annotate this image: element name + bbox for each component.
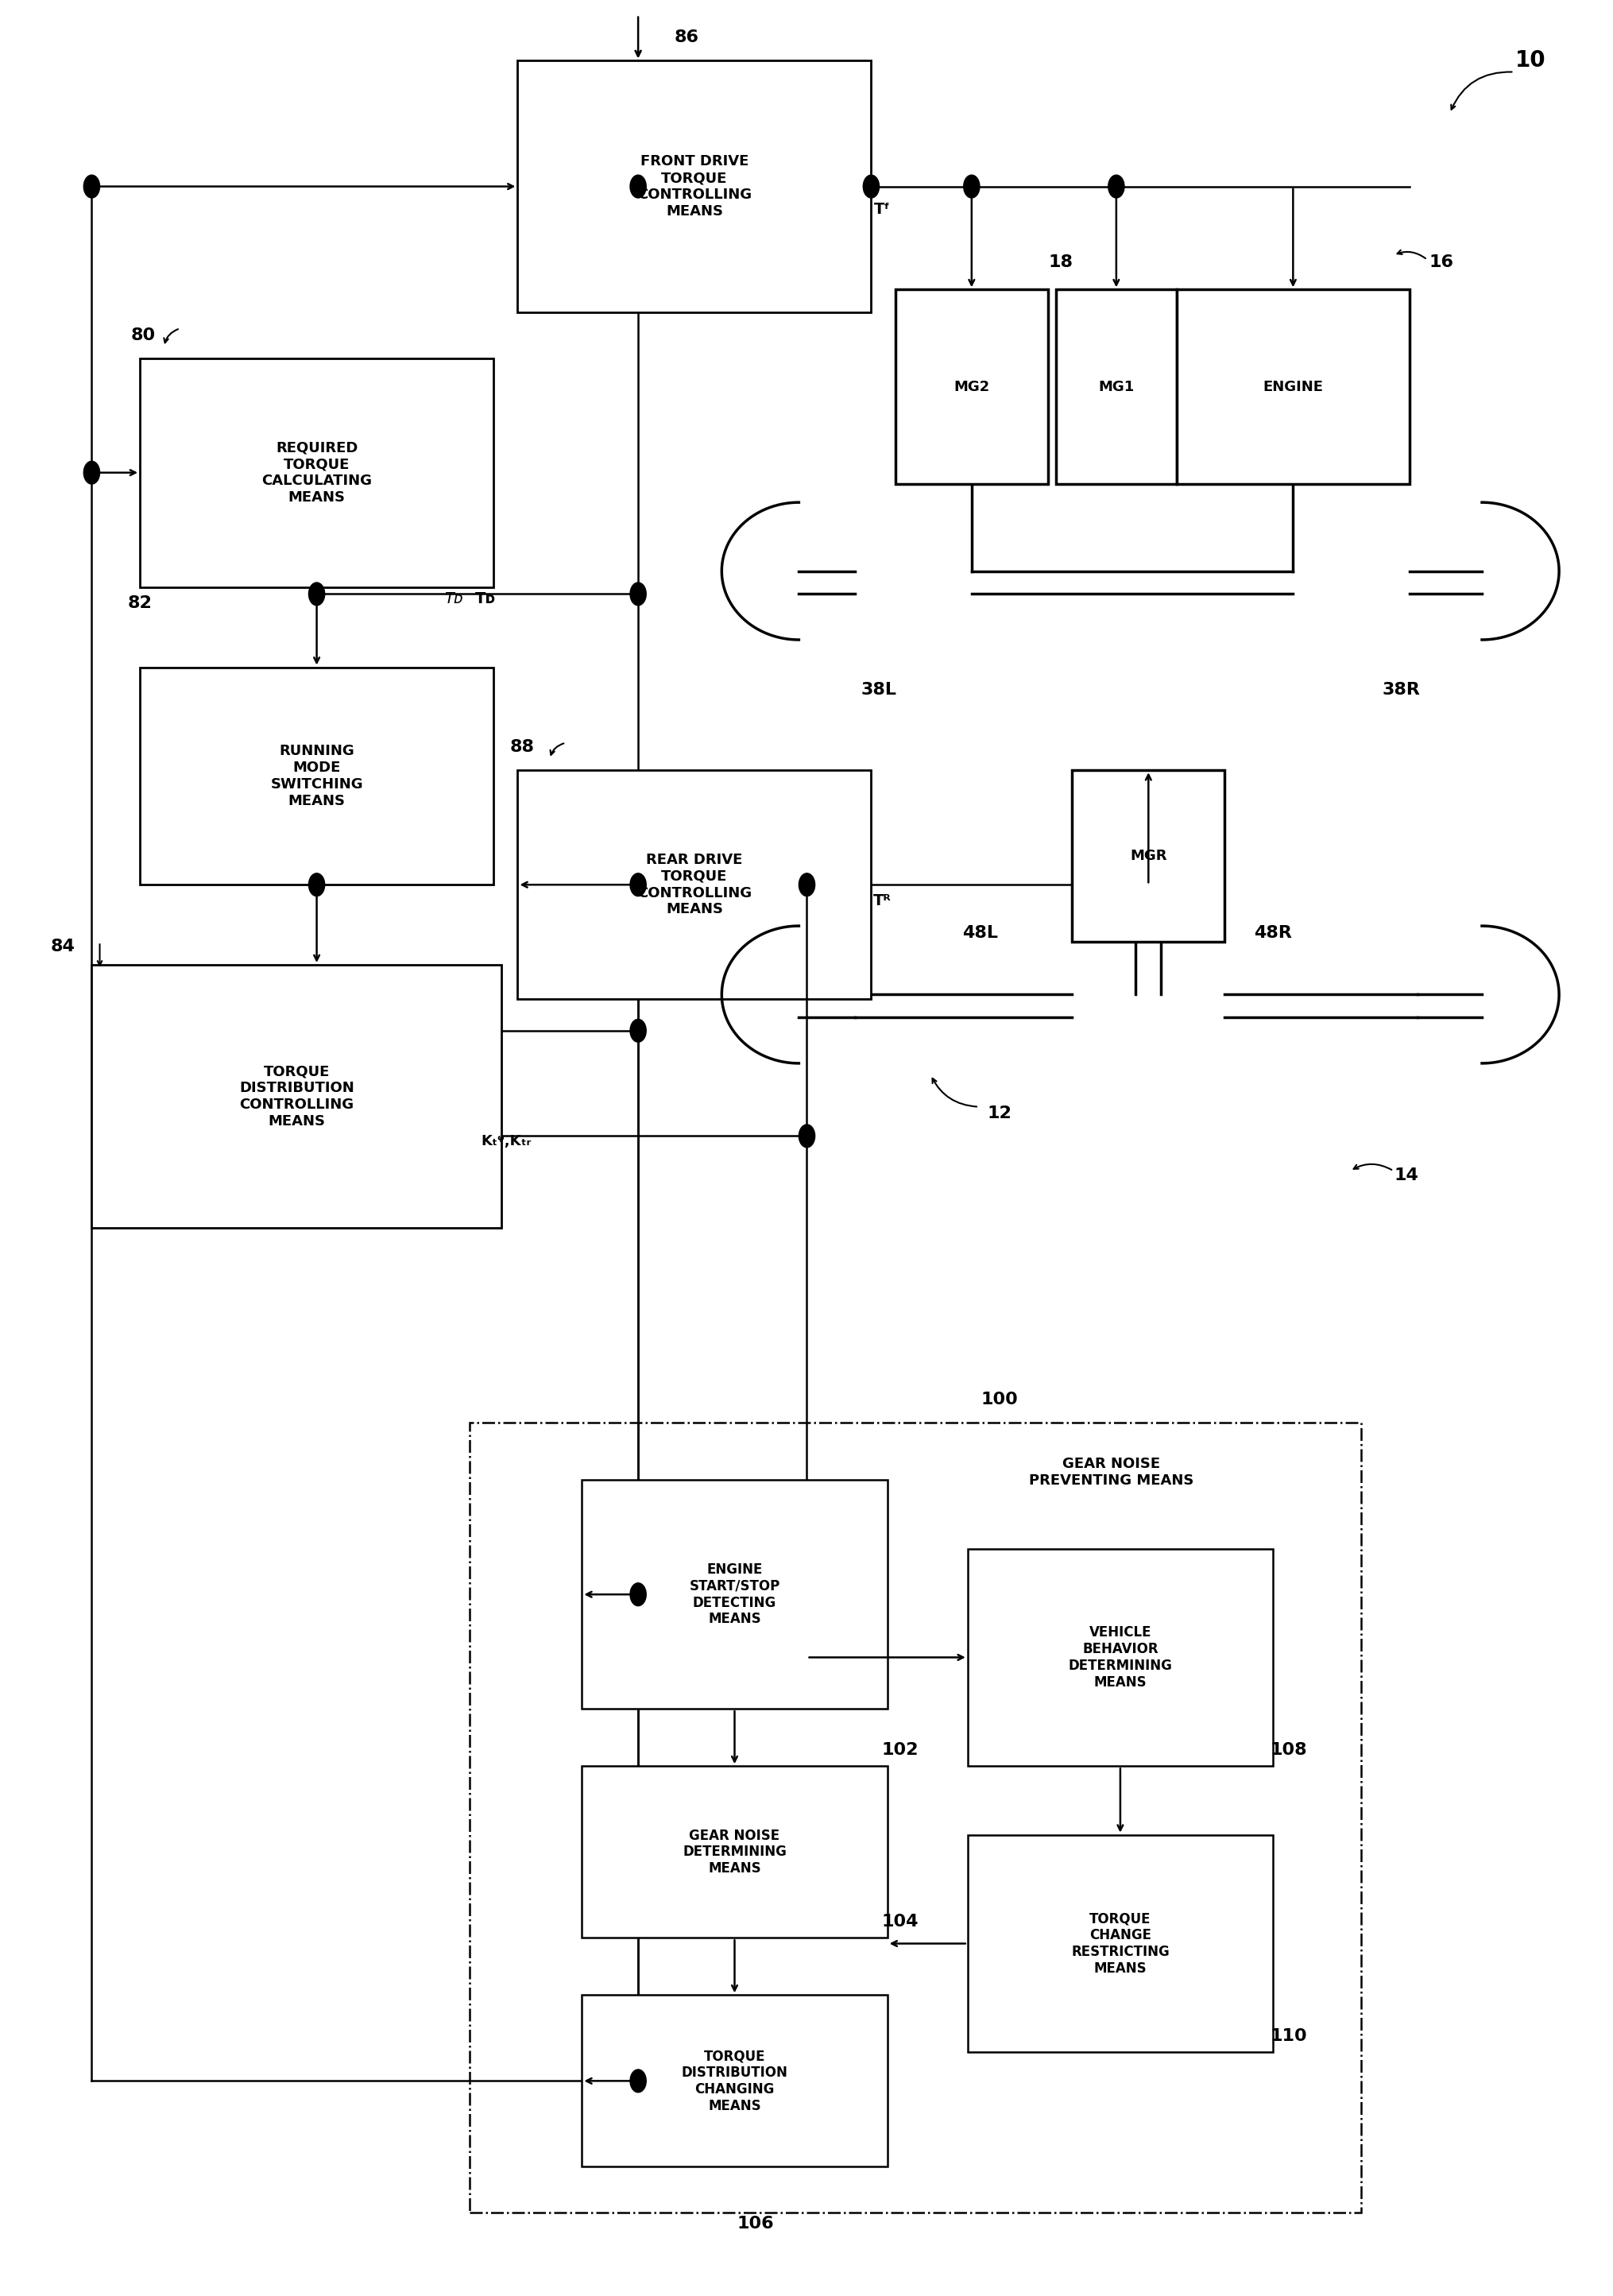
Text: FRONT DRIVE
TORQUE
CONTROLLING
MEANS: FRONT DRIVE TORQUE CONTROLLING MEANS [637,154,752,218]
FancyBboxPatch shape [1176,289,1408,484]
Text: Tᴅ: Tᴅ [474,590,495,606]
Text: 38R: 38R [1382,682,1419,698]
Circle shape [84,174,100,197]
Text: Tᶠ: Tᶠ [874,202,890,216]
Text: 104: 104 [881,1915,918,1929]
Text: 86: 86 [674,30,698,46]
FancyBboxPatch shape [582,1995,887,2167]
Text: GEAR NOISE
PREVENTING MEANS: GEAR NOISE PREVENTING MEANS [1029,1458,1194,1488]
Circle shape [863,174,879,197]
Text: 16: 16 [1429,255,1453,271]
Text: REAR DRIVE
TORQUE
CONTROLLING
MEANS: REAR DRIVE TORQUE CONTROLLING MEANS [637,852,752,916]
FancyBboxPatch shape [582,1766,887,1938]
Circle shape [308,583,324,606]
Text: 14: 14 [1394,1169,1418,1182]
Circle shape [798,872,815,895]
Text: 10: 10 [1515,51,1545,71]
Text: REQUIRED
TORQUE
CALCULATING
MEANS: REQUIRED TORQUE CALCULATING MEANS [261,441,371,505]
FancyBboxPatch shape [582,1481,887,1708]
Text: Tᴅ: Tᴅ [444,590,463,606]
Text: 12: 12 [987,1107,1011,1123]
Circle shape [629,1019,645,1042]
Circle shape [308,872,324,895]
Text: 88: 88 [510,739,534,755]
Circle shape [1108,174,1124,197]
Text: MG1: MG1 [1098,379,1134,395]
Text: TORQUE
DISTRIBUTION
CHANGING
MEANS: TORQUE DISTRIBUTION CHANGING MEANS [681,2048,787,2112]
Circle shape [629,583,645,606]
Text: VEHICLE
BEHAVIOR
DETERMINING
MEANS: VEHICLE BEHAVIOR DETERMINING MEANS [1068,1626,1171,1690]
FancyBboxPatch shape [140,668,494,884]
Text: TORQUE
CHANGE
RESTRICTING
MEANS: TORQUE CHANGE RESTRICTING MEANS [1071,1913,1169,1975]
FancyBboxPatch shape [518,60,871,312]
Text: 102: 102 [881,1743,918,1759]
Circle shape [963,174,979,197]
Text: MGR: MGR [1129,850,1166,863]
Text: MG2: MG2 [953,379,989,395]
Circle shape [84,461,100,484]
Text: 82: 82 [127,595,152,611]
Text: GEAR NOISE
DETERMINING
MEANS: GEAR NOISE DETERMINING MEANS [682,1828,786,1876]
FancyBboxPatch shape [140,358,494,588]
Circle shape [629,2069,645,2092]
Text: Kₜᵠ,Kₜᵣ: Kₜᵠ,Kₜᵣ [481,1134,531,1148]
Text: 106: 106 [737,2216,774,2232]
Text: Tᴿ: Tᴿ [873,893,890,909]
FancyBboxPatch shape [1071,769,1224,941]
Text: 48L: 48L [961,925,998,941]
Text: 100: 100 [981,1391,1018,1407]
Text: 108: 108 [1269,1743,1307,1759]
Circle shape [798,1125,815,1148]
Circle shape [629,1582,645,1605]
Circle shape [629,872,645,895]
FancyBboxPatch shape [92,964,502,1228]
Circle shape [629,174,645,197]
FancyBboxPatch shape [518,769,871,999]
Text: 80: 80 [131,328,155,342]
Text: 84: 84 [50,939,76,955]
FancyBboxPatch shape [469,1424,1361,2213]
FancyBboxPatch shape [968,1835,1273,2053]
Text: 38L: 38L [861,682,897,698]
Text: TORQUE
DISTRIBUTION
CONTROLLING
MEANS: TORQUE DISTRIBUTION CONTROLLING MEANS [239,1065,353,1127]
Text: 18: 18 [1048,255,1073,271]
FancyBboxPatch shape [895,289,1047,484]
Text: 110: 110 [1269,2027,1307,2043]
Text: 48R: 48R [1253,925,1292,941]
FancyBboxPatch shape [968,1548,1273,1766]
Text: ENGINE: ENGINE [1263,379,1323,395]
FancyBboxPatch shape [1055,289,1176,484]
Text: ENGINE
START/STOP
DETECTING
MEANS: ENGINE START/STOP DETECTING MEANS [689,1564,779,1626]
Text: RUNNING
MODE
SWITCHING
MEANS: RUNNING MODE SWITCHING MEANS [271,744,363,808]
